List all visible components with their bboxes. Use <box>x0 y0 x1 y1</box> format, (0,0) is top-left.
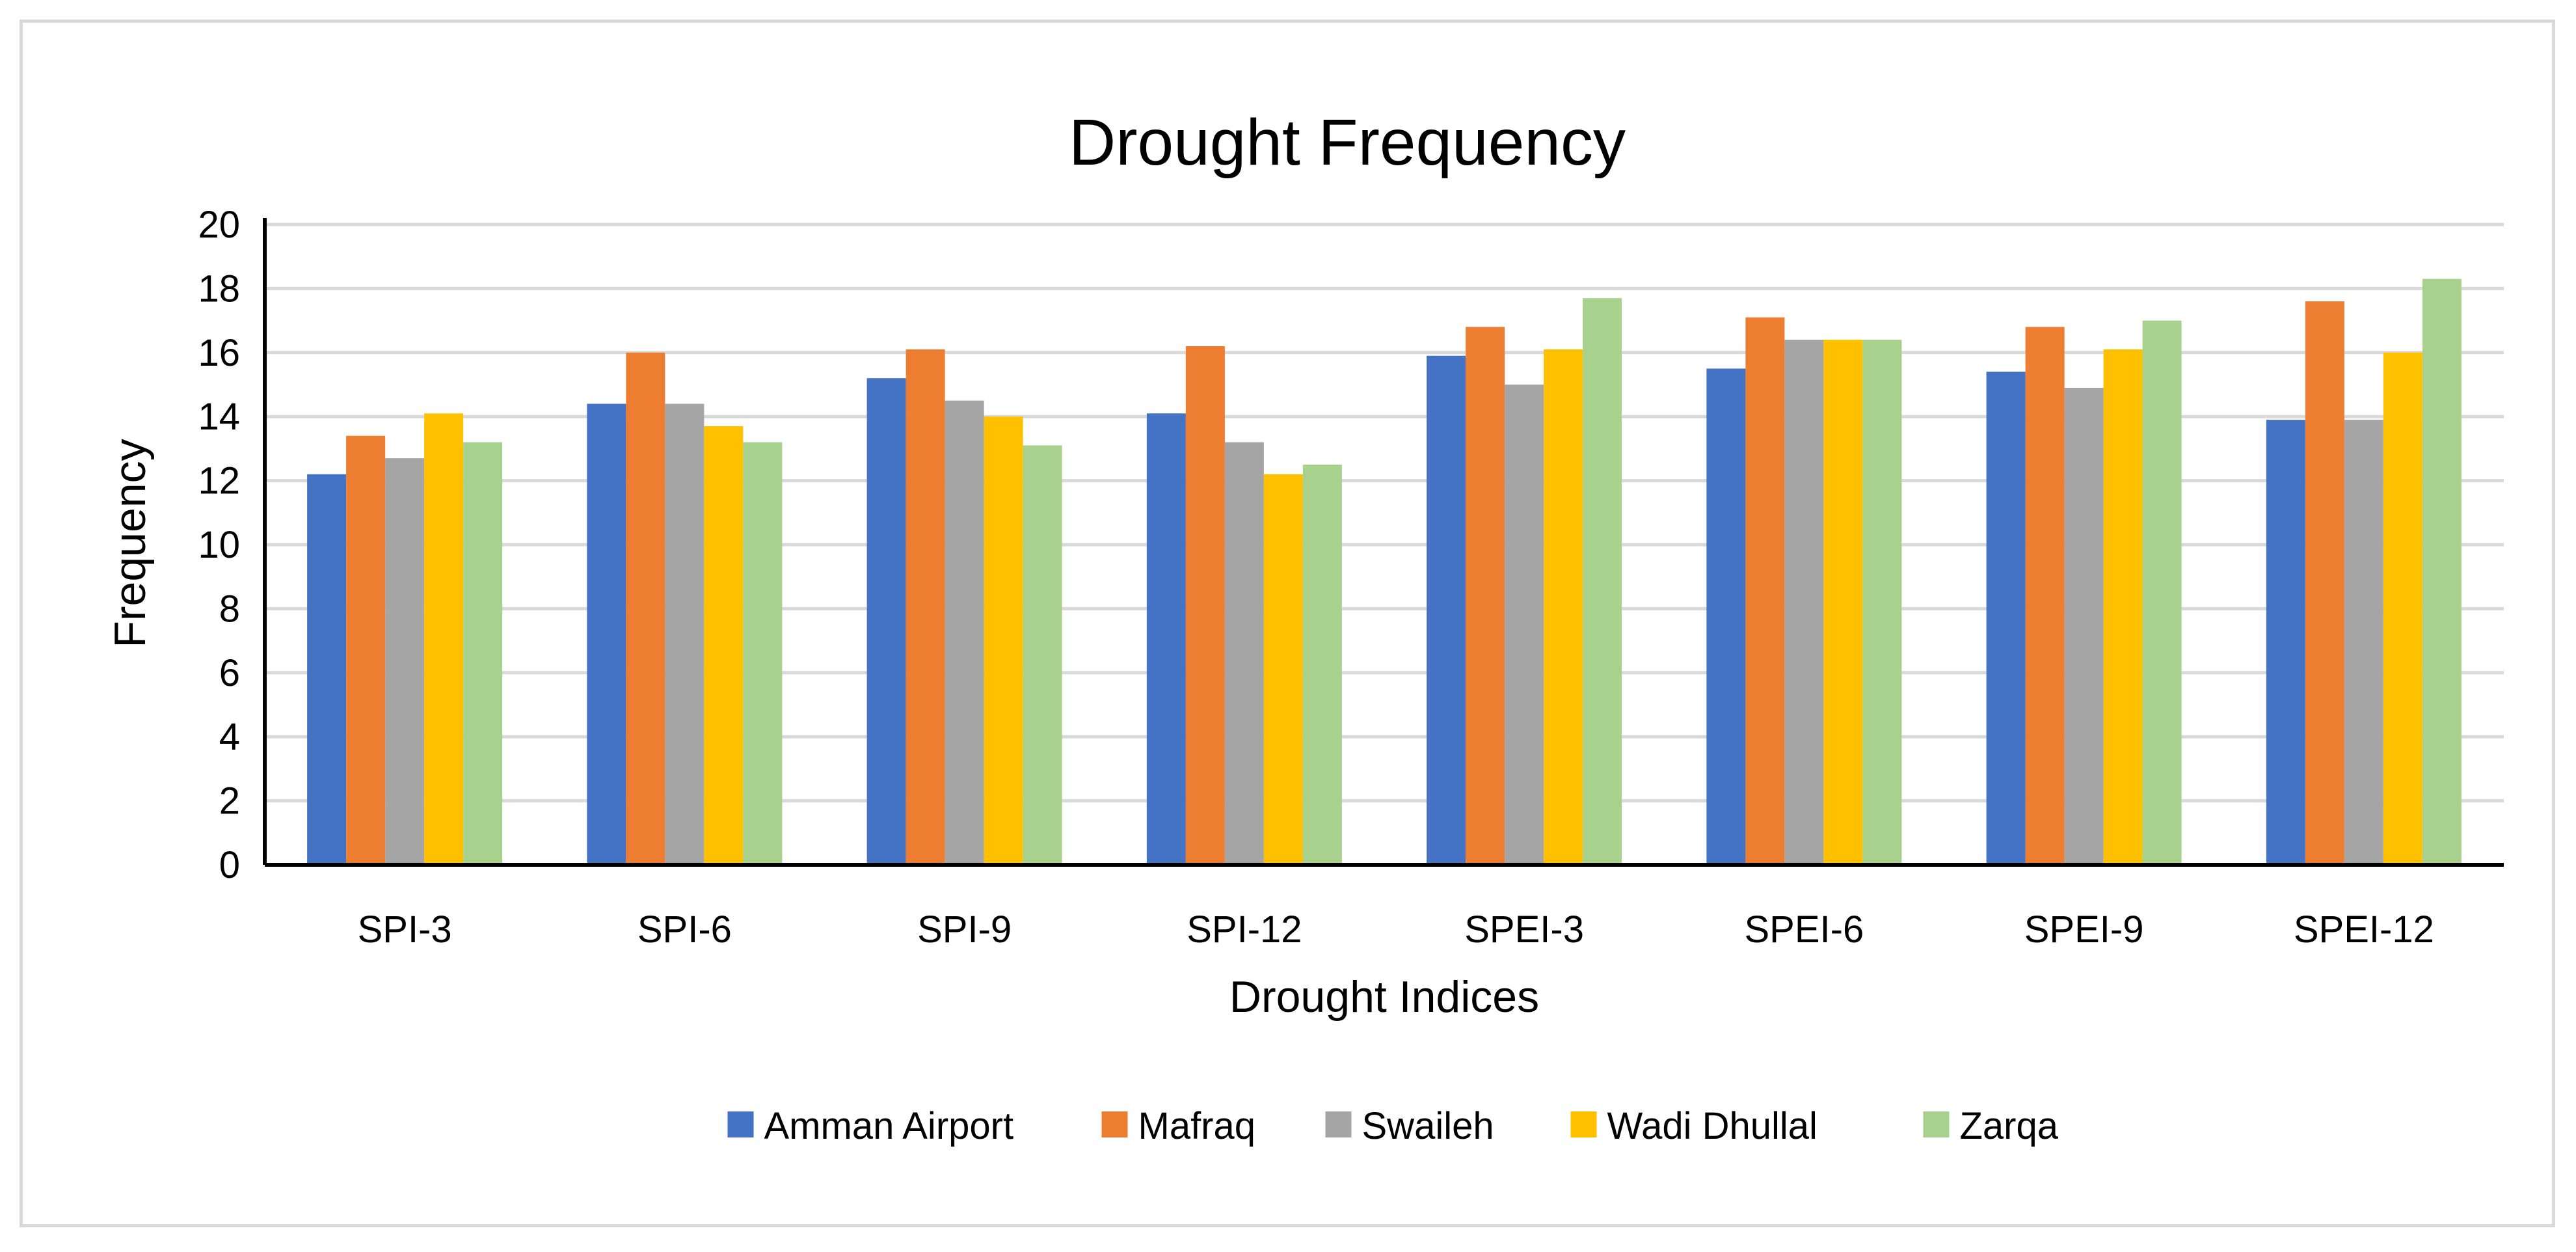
bar-mafraq-spi-12 <box>1185 346 1225 865</box>
bars <box>307 279 2462 865</box>
bar-amman-airport-spei-9 <box>1986 372 2026 865</box>
bar-wadi-dhullal-spei-3 <box>1544 349 1583 865</box>
y-tick-label: 14 <box>198 396 240 438</box>
bar-swaileh-spei-3 <box>1505 385 1544 865</box>
x-tick-label: SPEI-3 <box>1464 908 1584 951</box>
bar-mafraq-spei-3 <box>1466 327 1505 865</box>
bar-amman-airport-spi-3 <box>307 474 347 865</box>
bar-swaileh-spei-12 <box>2344 420 2383 865</box>
bar-zarqa-spei-12 <box>2422 279 2462 865</box>
legend-label: Wadi Dhullal <box>1607 1105 1818 1147</box>
legend-item-mafraq: Mafraq <box>1101 1105 1256 1147</box>
y-tick-label: 18 <box>198 267 240 310</box>
legend-item-wadi-dhullal: Wadi Dhullal <box>1570 1105 1818 1147</box>
bar-wadi-dhullal-spei-12 <box>2383 352 2422 865</box>
bar-mafraq-spei-9 <box>2025 327 2065 865</box>
legend-swatch <box>727 1111 754 1137</box>
bar-zarqa-spei-6 <box>1862 340 1902 865</box>
legend-label: Swaileh <box>1362 1105 1494 1147</box>
y-tick-label: 4 <box>219 716 240 758</box>
x-axis-title: Drought Indices <box>1229 972 1539 1022</box>
x-tick-label: SPEI-9 <box>2024 908 2144 951</box>
bar-wadi-dhullal-spi-6 <box>704 426 744 865</box>
y-tick-label: 8 <box>219 588 240 630</box>
bar-amman-airport-spei-3 <box>1427 355 1466 865</box>
bar-amman-airport-spei-12 <box>2266 420 2305 865</box>
bar-zarqa-spei-3 <box>1583 298 1622 865</box>
bar-swaileh-spi-3 <box>385 458 425 865</box>
bar-mafraq-spei-6 <box>1745 317 1785 865</box>
bar-wadi-dhullal-spei-9 <box>2103 349 2143 865</box>
y-tick-label: 10 <box>198 524 240 566</box>
bar-swaileh-spei-9 <box>2064 387 2104 865</box>
x-tick-label: SPI-6 <box>637 908 732 951</box>
bar-zarqa-spi-3 <box>463 442 503 865</box>
x-tick-label: SPEI-12 <box>2294 908 2434 951</box>
bar-mafraq-spi-3 <box>346 435 386 865</box>
bar-zarqa-spi-12 <box>1302 465 1342 865</box>
bar-wadi-dhullal-spi-12 <box>1263 474 1303 865</box>
bar-swaileh-spi-12 <box>1224 442 1264 865</box>
x-tick-label: SPI-3 <box>358 908 452 951</box>
legend-swatch <box>1570 1111 1597 1137</box>
y-tick-label: 12 <box>198 460 240 502</box>
bar-swaileh-spei-6 <box>1784 340 1824 865</box>
y-tick-label: 16 <box>198 332 240 374</box>
bar-swaileh-spi-6 <box>665 403 704 865</box>
x-tick-labels: SPI-3 SPI-6 SPI-9 SPI-12 SPEI-3 SPEI-6 SPEI-9 S… <box>358 908 2434 951</box>
bar-swaileh-spi-9 <box>945 400 984 865</box>
bar-zarqa-spi-9 <box>1023 445 1062 865</box>
bar-wadi-dhullal-spi-3 <box>424 413 464 865</box>
legend-swatch <box>1325 1111 1352 1137</box>
bar-amman-airport-spi-9 <box>866 378 906 865</box>
legend-label: Zarqa <box>1960 1105 2059 1147</box>
legend-label: Mafraq <box>1138 1105 1256 1147</box>
bar-wadi-dhullal-spi-9 <box>984 416 1023 865</box>
bar-amman-airport-spei-6 <box>1706 368 1746 865</box>
y-tick-label: 20 <box>198 204 240 246</box>
legend-item-zarqa: Zarqa <box>1923 1105 2059 1147</box>
bar-amman-airport-spi-6 <box>587 403 626 865</box>
x-tick-label: SPEI-6 <box>1745 908 1864 951</box>
legend-label: Amman Airport <box>764 1105 1014 1147</box>
chart-frame: 0 2 4 6 8 10 12 14 16 18 20 SPI-3 SPI-6 SPI-9 SPI-12 S… <box>20 20 2555 1227</box>
bar-mafraq-spi-6 <box>626 352 665 865</box>
legend: Amman Airport Mafraq Swaileh Wadi Dhullal Za… <box>727 1105 2059 1147</box>
x-tick-label: SPI-9 <box>917 908 1012 951</box>
y-tick-label: 2 <box>219 780 240 823</box>
bar-amman-airport-spi-12 <box>1146 413 1186 865</box>
legend-item-amman-airport: Amman Airport <box>727 1105 1014 1147</box>
bar-mafraq-spei-12 <box>2305 301 2344 865</box>
legend-swatch <box>1923 1111 1950 1137</box>
y-tick-label: 6 <box>219 652 240 694</box>
y-axis-title: Frequency <box>105 439 155 647</box>
bar-wadi-dhullal-spei-6 <box>1823 340 1863 865</box>
chart-title: Drought Frequency <box>1069 106 1626 179</box>
y-tick-labels: 0 2 4 6 8 10 12 14 16 18 20 <box>198 204 240 886</box>
y-tick-label: 0 <box>219 844 240 886</box>
axes <box>263 218 2504 867</box>
bar-mafraq-spi-9 <box>906 349 945 865</box>
legend-item-swaileh: Swaileh <box>1325 1105 1494 1147</box>
bar-zarqa-spi-6 <box>743 442 783 865</box>
bar-zarqa-spei-9 <box>2142 320 2182 865</box>
x-tick-label: SPI-12 <box>1187 908 1302 951</box>
legend-swatch <box>1101 1111 1128 1137</box>
